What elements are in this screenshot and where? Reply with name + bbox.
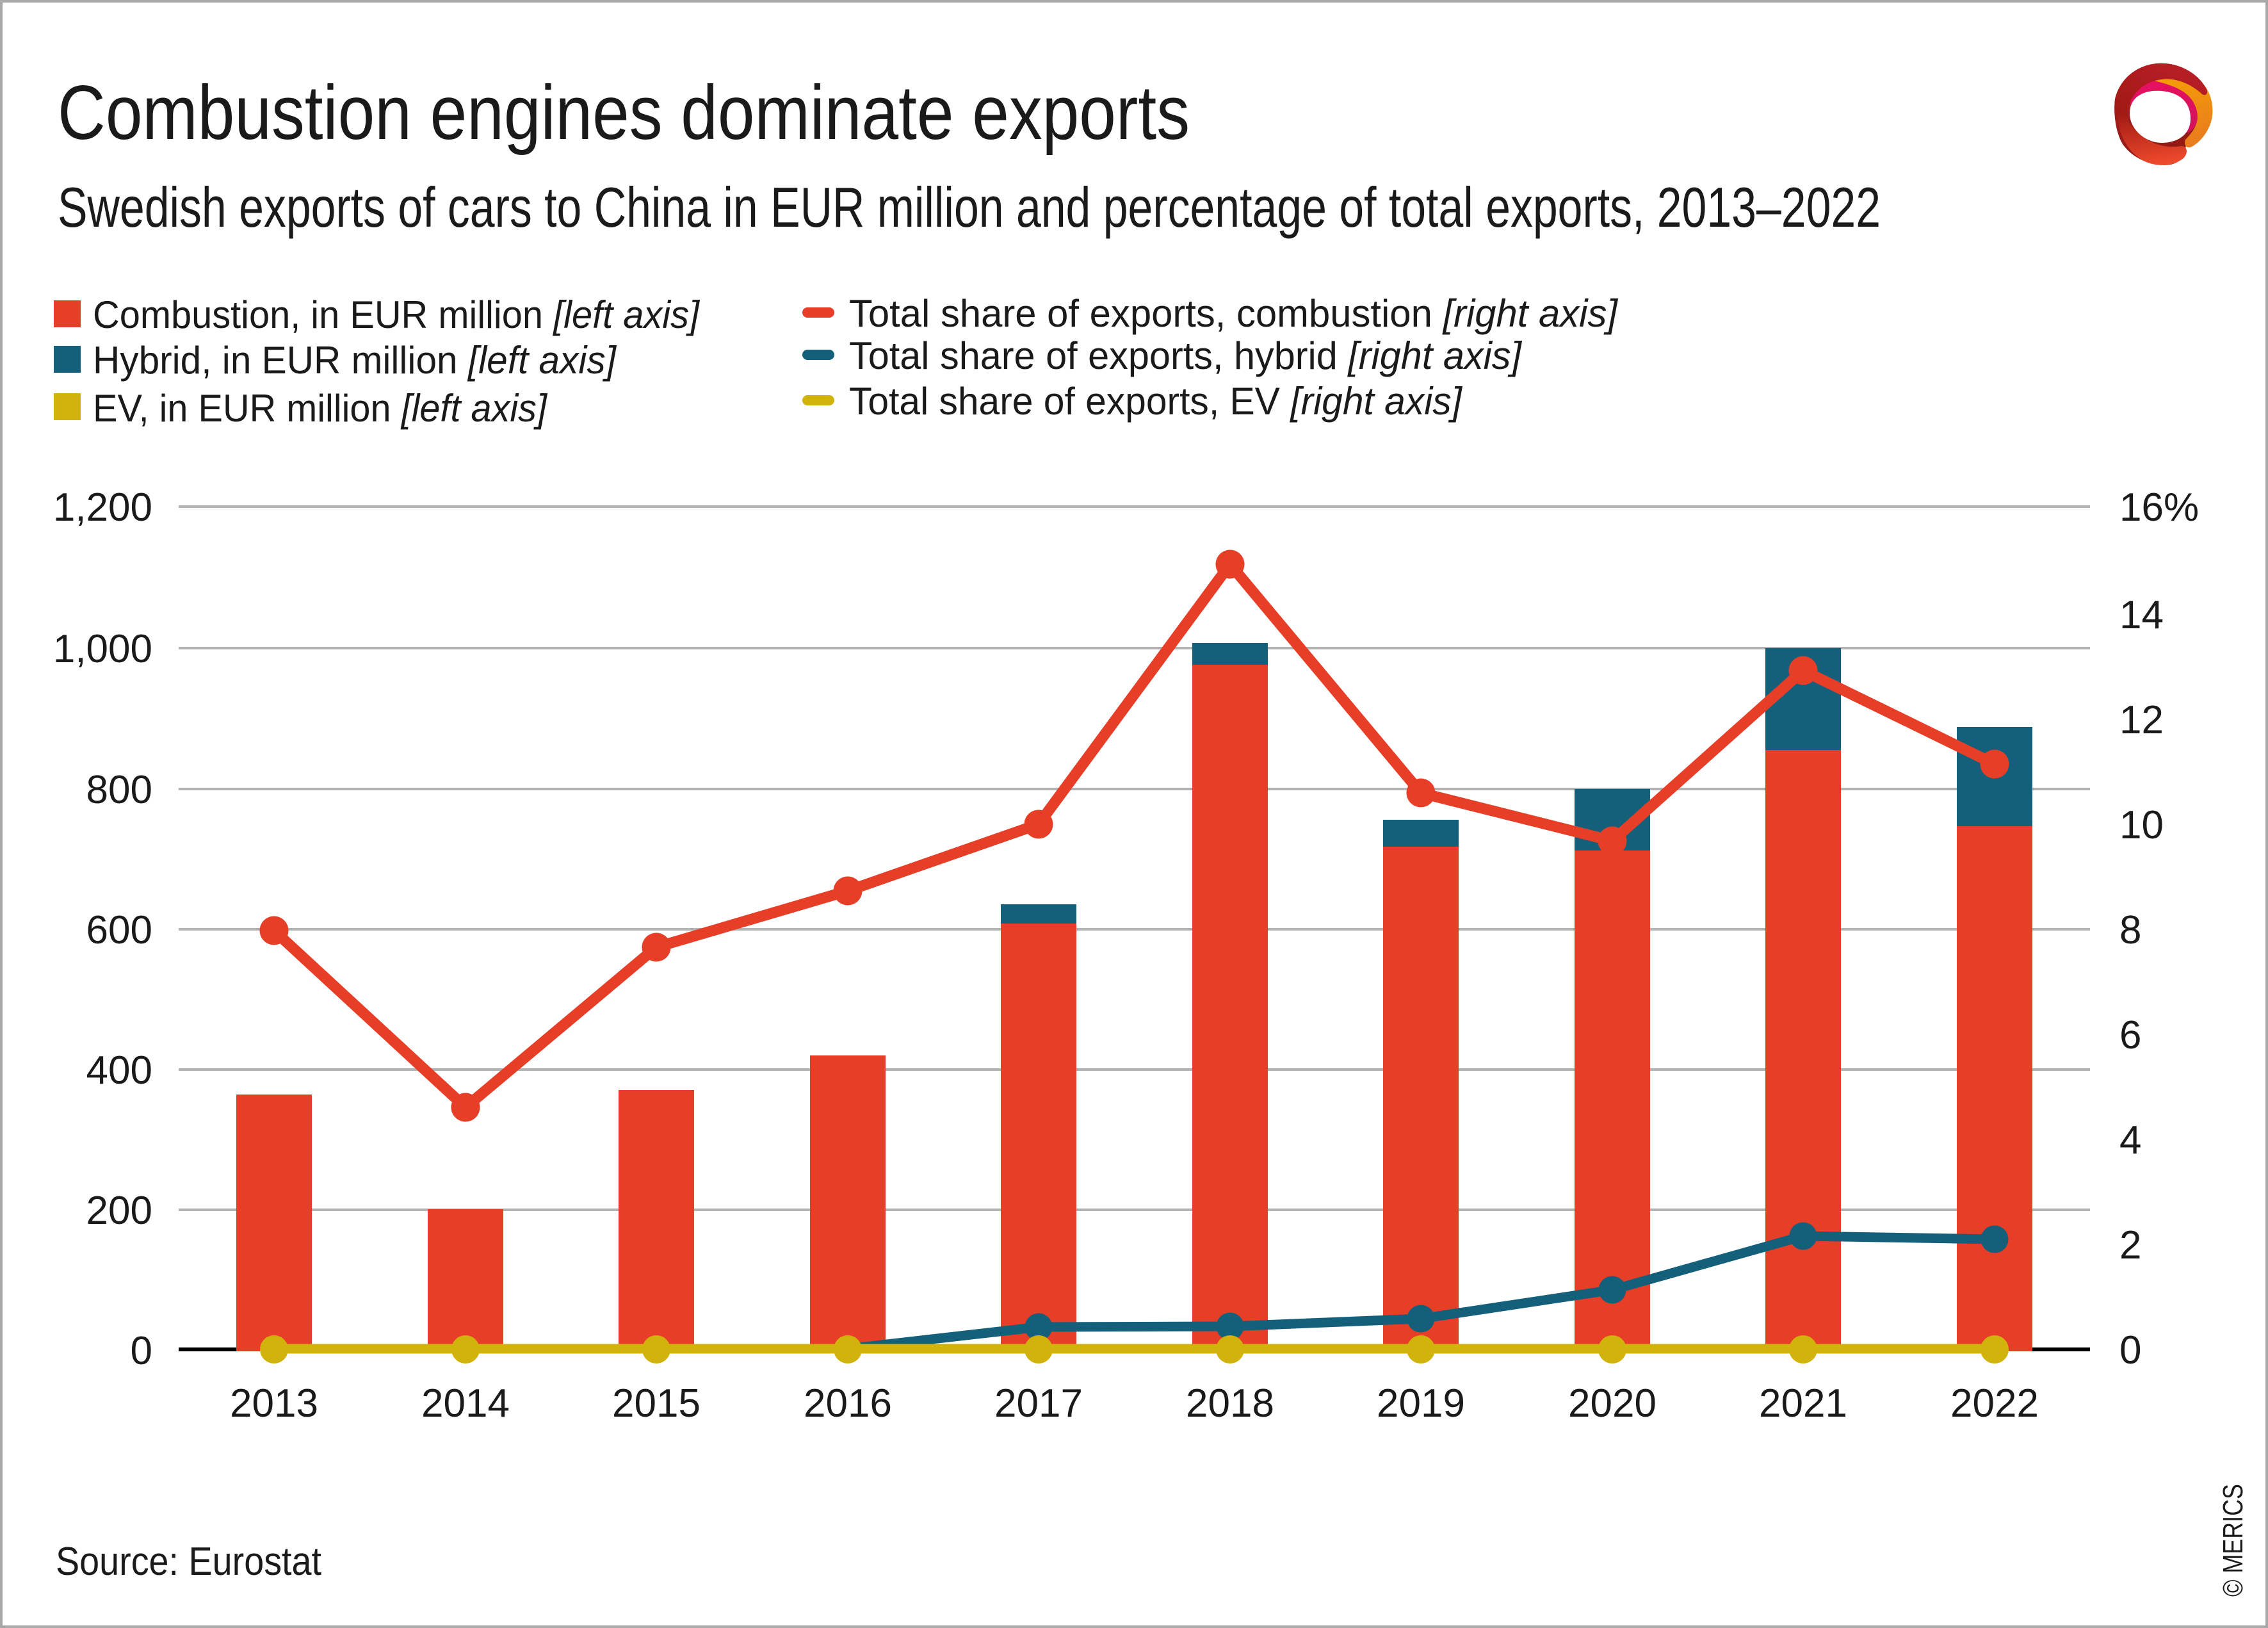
svg-text:0: 0 [131,1329,152,1373]
svg-text:Combustion, in EUR million [le: Combustion, in EUR million [left axis] [93,293,700,336]
svg-text:800: 800 [86,768,152,812]
svg-text:Source: Eurostat: Source: Eurostat [56,1540,321,1584]
svg-text:2013: 2013 [230,1381,318,1426]
svg-text:2017: 2017 [994,1381,1083,1426]
svg-text:2018: 2018 [1186,1381,1274,1426]
svg-text:400: 400 [86,1048,152,1093]
svg-text:2022: 2022 [1950,1381,2039,1426]
svg-text:Hybrid, in EUR million [left a: Hybrid, in EUR million [left axis] [93,339,617,382]
svg-text:4: 4 [2119,1118,2141,1162]
svg-text:8: 8 [2119,908,2141,952]
svg-text:2: 2 [2119,1223,2141,1267]
svg-text:Total share of exports, combus: Total share of exports, combustion [righ… [849,292,1618,335]
svg-text:1,000: 1,000 [53,627,152,671]
svg-text:14: 14 [2119,593,2164,637]
svg-text:2021: 2021 [1759,1381,1847,1426]
svg-text:10: 10 [2119,803,2164,847]
svg-text:1,200: 1,200 [53,485,152,530]
svg-text:© MERICS: © MERICS [2217,1484,2249,1597]
svg-text:EV, in EUR million [left axis]: EV, in EUR million [left axis] [93,387,547,430]
svg-text:2020: 2020 [1568,1381,1656,1426]
svg-text:Combustion engines dominate ex: Combustion engines dominate exports [58,70,1190,156]
svg-text:200: 200 [86,1189,152,1233]
svg-text:6: 6 [2119,1013,2141,1057]
svg-text:12: 12 [2119,698,2164,742]
svg-text:Swedish exports of cars to Chi: Swedish exports of cars to China in EUR … [58,175,1881,239]
svg-text:0: 0 [2119,1328,2141,1372]
svg-text:2015: 2015 [612,1381,701,1426]
svg-text:2019: 2019 [1377,1381,1465,1426]
svg-text:Total share of exports, EV [ri: Total share of exports, EV [right axis] [849,380,1462,423]
svg-text:2014: 2014 [421,1381,510,1426]
svg-text:600: 600 [86,908,152,952]
svg-text:2016: 2016 [804,1381,892,1426]
svg-text:16%: 16% [2119,485,2199,530]
svg-text:Total share of exports, hybrid: Total share of exports, hybrid [right ax… [849,334,1522,377]
